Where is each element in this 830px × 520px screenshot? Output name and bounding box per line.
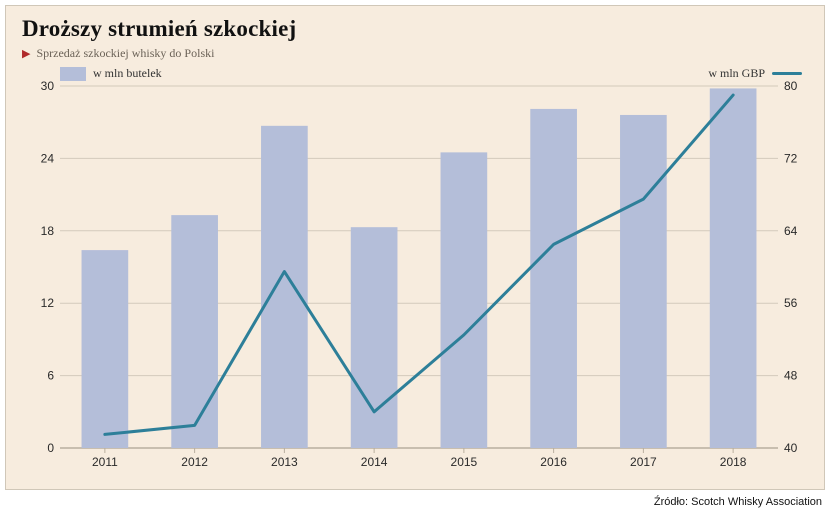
y-left-tick: 24 <box>41 151 55 165</box>
legend-bars: w mln butelek <box>60 66 162 81</box>
y-right-tick: 48 <box>784 369 798 383</box>
legend-bars-label: w mln butelek <box>93 66 162 81</box>
legend-line-label: w mln GBP <box>708 66 765 81</box>
y-right-tick: 64 <box>784 224 798 238</box>
chart-subtitle: ▶ Sprzedaż szkockiej whisky do Polski <box>22 46 214 61</box>
bar <box>261 126 308 448</box>
bar <box>710 88 757 448</box>
y-left-tick: 12 <box>41 296 55 310</box>
bar <box>82 250 129 448</box>
y-right-tick: 56 <box>784 296 798 310</box>
bar <box>351 227 398 448</box>
y-right-tick: 72 <box>784 151 798 165</box>
bar-swatch-icon <box>60 67 86 81</box>
x-tick: 2012 <box>181 455 208 469</box>
y-right-tick: 40 <box>784 441 798 455</box>
x-tick: 2017 <box>630 455 657 469</box>
x-tick: 2015 <box>451 455 478 469</box>
y-left-tick: 30 <box>41 80 55 93</box>
legend-line: w mln GBP <box>708 66 802 81</box>
x-tick: 2011 <box>92 455 118 469</box>
subtitle-text: Sprzedaż szkockiej whisky do Polski <box>36 46 214 61</box>
subtitle-marker-icon: ▶ <box>22 47 30 60</box>
y-left-tick: 18 <box>41 224 55 238</box>
x-tick: 2014 <box>361 455 388 469</box>
x-tick: 2016 <box>540 455 567 469</box>
bar <box>530 109 577 448</box>
chart-card: Droższy strumień szkockiej ▶ Sprzedaż sz… <box>5 5 825 490</box>
chart-svg: 0 6 12 18 24 30 40 48 56 64 72 80 2011 2012 2013 2014 20… <box>34 80 804 480</box>
chart-source: Źródło: Scotch Whisky Association <box>654 496 822 508</box>
chart-plot: 0 6 12 18 24 30 40 48 56 64 72 80 2011 2012 2013 2014 20… <box>34 80 804 480</box>
bar <box>620 115 667 448</box>
y-left-tick: 6 <box>47 369 54 383</box>
y-left-tick: 0 <box>47 441 54 455</box>
x-tick: 2013 <box>271 455 298 469</box>
y-right-tick: 80 <box>784 80 798 93</box>
line-swatch-icon <box>772 72 802 75</box>
x-tick: 2018 <box>720 455 747 469</box>
chart-title: Droższy strumień szkockiej <box>22 16 296 42</box>
bar <box>171 215 218 448</box>
bar <box>441 152 488 448</box>
